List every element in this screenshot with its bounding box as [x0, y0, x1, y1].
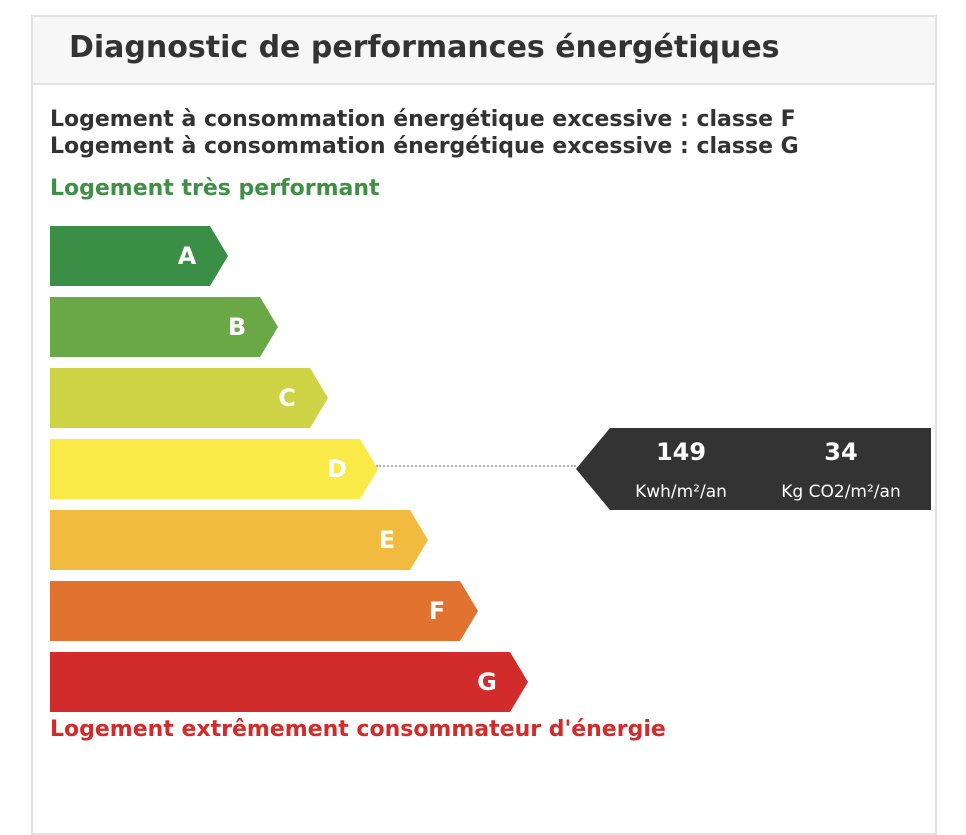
- energy-class-e-bar: E: [50, 510, 428, 570]
- energy-class-d-letter: D: [327, 455, 347, 483]
- energy-class-f-bar: F: [50, 581, 478, 641]
- energy-class-d-bar: D: [50, 439, 378, 499]
- ghg-emission-unit: Kg CO2/m²/an: [781, 482, 901, 502]
- ghg-emission-value: 34: [824, 438, 858, 466]
- current-class-leader-line: [376, 465, 576, 467]
- energy-class-f-shape: [50, 581, 478, 641]
- energy-class-c-shape: [50, 368, 328, 428]
- card-header: Diagnostic de performances énergétiques: [33, 17, 935, 85]
- energy-class-c-bar: C: [50, 368, 328, 428]
- warning-class-g: Logement à consommation énergétique exce…: [50, 134, 799, 159]
- energy-class-g-shape: [50, 652, 528, 712]
- energy-class-g-bar: G: [50, 652, 528, 712]
- energy-class-f-letter: F: [428, 597, 446, 625]
- scale-top-label: Logement très performant: [50, 176, 380, 201]
- energy-class-d-shape: [50, 439, 378, 499]
- energy-class-b-bar: B: [50, 297, 278, 357]
- energy-class-e-shape: [50, 510, 428, 570]
- energy-class-e-letter: E: [378, 526, 396, 554]
- energy-indicator: 149 Kwh/m²/an 34 Kg CO2/m²/an: [576, 428, 931, 510]
- energy-class-a-letter: A: [177, 242, 197, 270]
- card-title: Diagnostic de performances énergétiques: [69, 30, 780, 65]
- energy-class-g-letter: G: [477, 668, 497, 696]
- energy-consumption-value: 149: [655, 438, 707, 466]
- energy-consumption-unit: Kwh/m²/an: [635, 482, 727, 502]
- scale-bottom-label: Logement extrêmement consommateur d'éner…: [50, 717, 666, 742]
- energy-class-c-letter: C: [278, 384, 296, 412]
- indicator-arrow-shape: [576, 428, 931, 510]
- energy-class-b-shape: [50, 297, 278, 357]
- energy-class-a-bar: A: [50, 226, 228, 286]
- warning-class-f: Logement à consommation énergétique exce…: [50, 107, 796, 132]
- energy-class-b-letter: B: [227, 313, 247, 341]
- energy-class-a-shape: [50, 226, 228, 286]
